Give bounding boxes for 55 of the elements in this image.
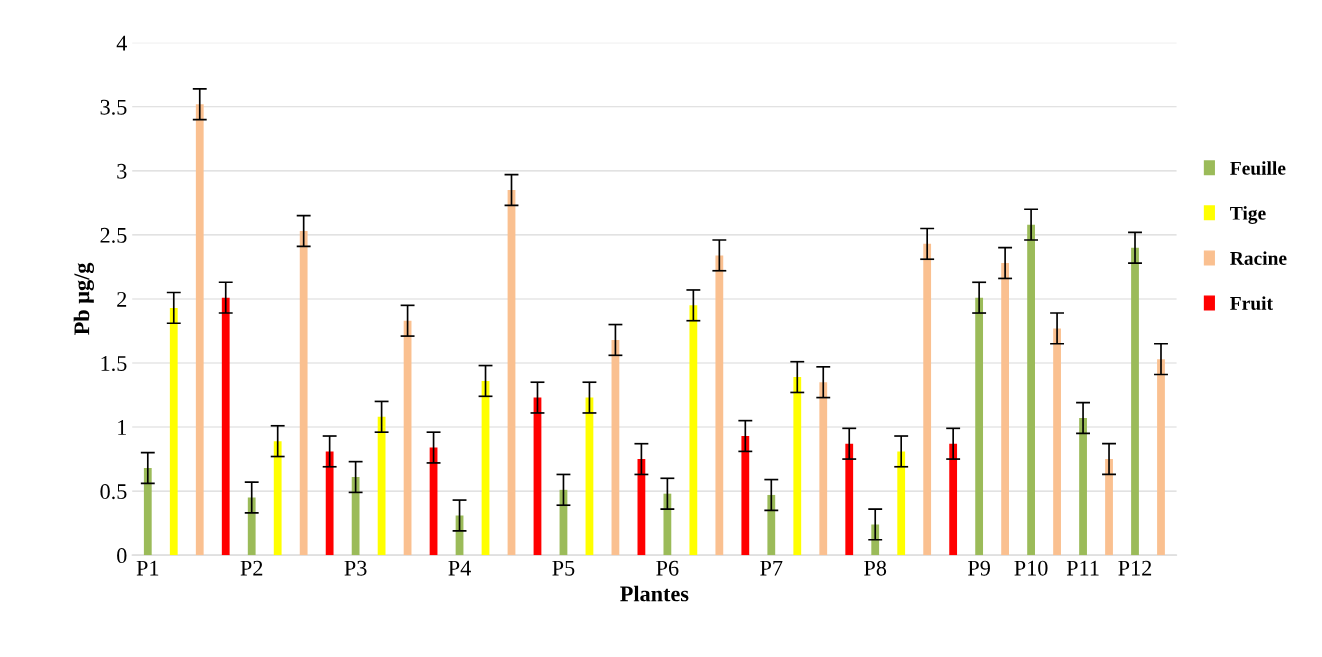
x-tick-label: P7: [760, 560, 783, 576]
x-tick-label: P11: [1066, 560, 1099, 576]
y-tick-label: 2: [117, 291, 127, 307]
bar: [1053, 328, 1061, 556]
legend-label: Tige: [1230, 206, 1266, 224]
bar: [1157, 359, 1165, 556]
bar: [299, 231, 308, 556]
legend-label: Racine: [1230, 251, 1287, 265]
bar: [975, 297, 984, 556]
bar: [845, 443, 854, 556]
bar: [195, 104, 204, 556]
bar: [143, 468, 152, 556]
x-tick-label: P2: [240, 560, 263, 576]
bar: [741, 436, 750, 556]
y-tick-label: 0: [117, 548, 127, 564]
x-tick-label: P6: [656, 560, 679, 576]
x-tick-label: P1: [136, 560, 159, 576]
bar: [351, 477, 360, 556]
x-tick-label: P5: [552, 560, 575, 576]
legend-label: Fruit: [1230, 296, 1273, 310]
bar: [949, 443, 958, 556]
x-tick-label: P10: [1014, 560, 1048, 576]
bar: [1027, 224, 1035, 556]
y-tick-label: 0.5: [100, 484, 127, 500]
y-tick-label: 4: [116, 35, 127, 51]
bar: [325, 451, 334, 556]
bar: [1079, 418, 1087, 556]
bar: [663, 493, 672, 556]
bar: [715, 255, 724, 556]
bar: [247, 497, 256, 556]
bar: [897, 451, 906, 556]
bar: [1001, 263, 1010, 556]
bar: [221, 297, 230, 556]
bar: [1131, 247, 1139, 556]
bar: [169, 307, 178, 556]
bar: [273, 441, 282, 556]
y-tick-label: 1.5: [101, 356, 127, 372]
bar: [1105, 459, 1113, 556]
bar: [689, 305, 698, 556]
bar: [819, 382, 828, 556]
y-tick-label: 2.5: [100, 227, 127, 243]
y-tick-label: 3.5: [100, 99, 127, 115]
x-tick-label: P3: [344, 560, 367, 576]
x-tick-label: P12: [1118, 560, 1152, 576]
x-tick-label: P8: [864, 560, 887, 576]
y-axis-title: Pb µg/g: [73, 262, 95, 335]
bar: [793, 377, 802, 556]
x-axis-title: Plantes: [620, 585, 689, 602]
legend-label: Feuille: [1230, 161, 1286, 175]
x-tick-label: P9: [968, 560, 990, 576]
x-tick-label: P4: [448, 560, 471, 576]
y-tick-label: 3: [117, 163, 127, 179]
bar: [923, 243, 932, 556]
y-tick-label: 1: [118, 420, 127, 435]
bar: [377, 416, 386, 556]
